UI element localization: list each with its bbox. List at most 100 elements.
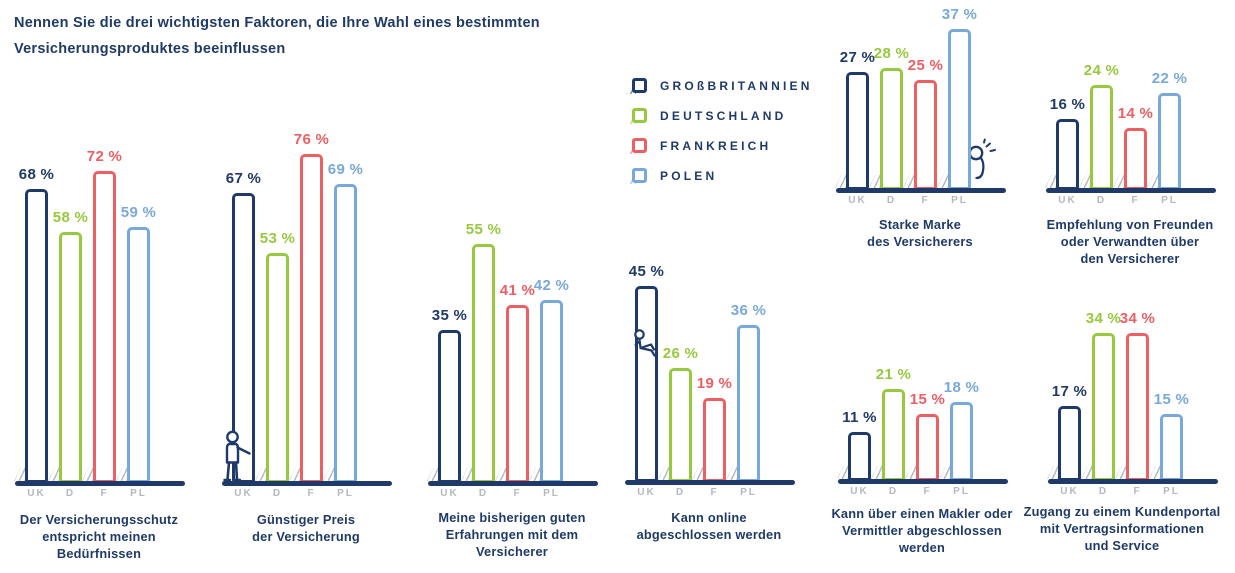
value-label: 37 % (941, 6, 978, 23)
chart-caption-line: Versicherer (476, 544, 548, 559)
tick-label: UK (850, 486, 869, 497)
bar-polen (948, 29, 971, 190)
bar-deutschland (1092, 333, 1115, 481)
tick-label: D (478, 488, 489, 499)
legend-item-grossbritannien: GROßBRITANNIEN (626, 78, 813, 94)
value-label: 19 % (696, 375, 733, 392)
bar-gro-britannien (25, 189, 48, 483)
tick-label: D (886, 195, 897, 206)
value-label: 21 % (875, 366, 912, 383)
value-label: 35 % (431, 307, 468, 324)
chart-caption-line: der Versicherung (252, 529, 360, 544)
x-axis (836, 188, 1006, 193)
tick-label: F (100, 488, 109, 499)
chart-group-4: 45 % UK 26 % D 19 % F 36 % PL Kann online abgesch… (580, 120, 848, 573)
tick-label: PL (337, 488, 354, 499)
bar-frankreich (1124, 128, 1147, 190)
tick-label: UK (1058, 195, 1077, 206)
value-label: 72 % (86, 148, 123, 165)
value-label: 69 % (327, 161, 364, 178)
chart-caption-line: entspricht meinen (42, 529, 156, 544)
chart-caption: Der Versicherungsschutz entspricht meinen… (0, 511, 214, 562)
value-label: 22 % (1151, 70, 1188, 87)
bar-frankreich (300, 154, 323, 483)
bar-polen (127, 227, 150, 483)
value-label: 41 % (499, 282, 536, 299)
chart-caption-line: Starke Marke (878, 217, 962, 232)
chart-caption-line: Der Versicherungsschutz (19, 512, 179, 527)
tick-label: D (675, 487, 686, 498)
chart-group-7: 11 % UK 21 % D 15 % F 18 % PL Kann über einen Ma… (793, 120, 1061, 573)
legend-label: FRANKREICH (660, 138, 772, 153)
value-label: 15 % (909, 391, 946, 408)
value-label: 42 % (533, 277, 570, 294)
value-label: 24 % (1083, 62, 1120, 79)
tick-label: PL (130, 488, 147, 499)
value-label: 16 % (1049, 96, 1086, 113)
hatch-shadow (626, 81, 636, 94)
tick-label: UK (637, 487, 656, 498)
value-label: 53 % (259, 230, 296, 247)
chart-caption-line: Günstiger Preis (256, 512, 356, 527)
tick-label: UK (27, 488, 46, 499)
value-label: 26 % (662, 345, 699, 362)
bar-gro-britannien (848, 432, 871, 481)
chart-group-6: 16 % UK 24 % D 14 % F 22 % PL Empfehlung von Fre… (1001, 0, 1235, 573)
chart-caption: Günstiger Preis der Versicherung (191, 511, 421, 545)
bar-deutschland (59, 232, 82, 483)
legend-label: DEUTSCHLAND (660, 108, 787, 123)
legend-label: POLEN (660, 168, 718, 183)
value-label: 18 % (943, 379, 980, 396)
tick-label: F (1133, 486, 1142, 497)
legend-swatch-blue (626, 168, 647, 184)
value-label: 45 % (628, 263, 665, 280)
bar-frankreich (916, 414, 939, 481)
x-axis (15, 481, 185, 486)
chart-caption-line: mit Vertragsinformationen (1039, 521, 1205, 536)
value-label: 34 % (1085, 310, 1122, 327)
chart-caption-line: werden (898, 540, 945, 555)
bar-polen (950, 402, 973, 481)
chart-caption-line: des Versicherers (867, 234, 973, 249)
chart-caption: Starke Marke des Versicherers (805, 216, 1035, 250)
x-axis (838, 479, 1008, 484)
bar-polen (540, 300, 563, 483)
x-axis (222, 481, 392, 486)
tick-label: UK (1060, 486, 1079, 497)
legend: GROßBRITANNIEN DEUTSCHLAND FRANKREICH PO… (626, 78, 813, 198)
chart-caption: Kann online abgeschlossen werden (594, 509, 824, 543)
chart-group-3: 35 % UK 55 % D 41 % F 42 % PL Meine bisherigen g… (383, 120, 651, 573)
tick-label: F (710, 487, 719, 498)
tick-label: D (65, 488, 76, 499)
legend-swatch-navy (626, 78, 647, 94)
tick-label: UK (848, 195, 867, 206)
page-title-line2: Versicherungsproduktes beeinflussen (14, 41, 286, 57)
tick-label: PL (543, 488, 560, 499)
bar-deutschland (266, 253, 289, 483)
tick-label: F (923, 486, 932, 497)
chart-caption: Zugang zu einem Kundenportal mit Vertrags… (1007, 503, 1235, 554)
tick-label: F (1131, 195, 1140, 206)
legend-swatch-green (626, 108, 647, 124)
tick-label: D (888, 486, 899, 497)
value-label: 59 % (120, 204, 157, 221)
tick-label: D (272, 488, 283, 499)
value-label: 55 % (465, 221, 502, 238)
chart-caption: Kann über einen Makler oder Vermittler ab… (807, 505, 1037, 556)
bar-gro-britannien (438, 330, 461, 483)
value-label: 34 % (1119, 310, 1156, 327)
chart-caption-line: abgeschlossen werden (636, 527, 782, 542)
value-label: 36 % (730, 302, 767, 319)
tick-label: F (513, 488, 522, 499)
chart-caption: Meine bisherigen guten Erfahrungen mit de… (397, 509, 627, 560)
bar-polen (1160, 414, 1183, 481)
legend-item-frankreich: FRANKREICH (626, 138, 813, 154)
chart-caption-line: Meine bisherigen guten (438, 510, 586, 525)
bar-gro-britannien (1058, 406, 1081, 481)
chart-group-1: 68 % UK 58 % D 72 % F 59 % PL Der Versicherungss… (0, 120, 238, 573)
page-title: Nennen Sie die drei wichtigsten Faktoren… (14, 10, 540, 62)
chart-caption-line: Kann über einen Makler oder (831, 506, 1013, 521)
legend-swatch-red (626, 138, 647, 154)
value-label: 58 % (52, 209, 89, 226)
tick-label: UK (234, 488, 253, 499)
